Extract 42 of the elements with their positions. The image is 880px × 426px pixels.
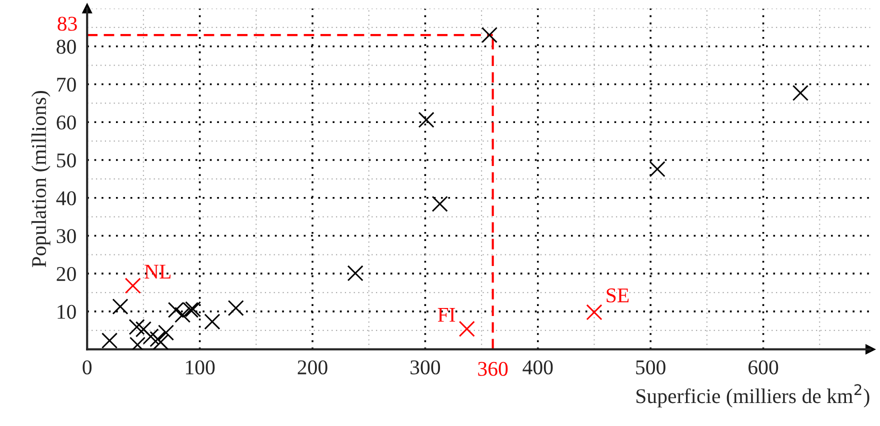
point: [158, 324, 174, 341]
y-tick-label: 70: [57, 78, 76, 92]
point: [204, 314, 220, 330]
point: [418, 112, 434, 128]
x-tick-label: 100: [186, 360, 215, 374]
point: [101, 332, 118, 349]
x-axis-title: Superficie (milliers de km$^{2}$): [636, 384, 870, 408]
x-tick-label: 300: [410, 360, 440, 374]
annotation: NL: [144, 264, 171, 278]
x-tick-label: 200: [298, 360, 328, 374]
y-tick-label: 40: [56, 191, 76, 206]
point: [150, 331, 166, 348]
annotation: SE: [606, 288, 629, 302]
x-tick-label: 500: [636, 360, 666, 374]
point: [649, 161, 666, 178]
point: [347, 265, 364, 282]
point: [112, 298, 128, 315]
point: [792, 84, 808, 102]
x-tick-label: 600: [748, 360, 778, 374]
point: [174, 306, 191, 323]
point: [128, 318, 145, 336]
y-tick-label: 30: [56, 229, 76, 244]
point: [124, 278, 141, 294]
point: [432, 196, 448, 212]
point: [458, 320, 475, 337]
y-tick-label: 80: [56, 40, 76, 54]
annotation: FI: [438, 308, 456, 322]
y-tick-label: 20: [56, 266, 76, 282]
x-tick-label: 0: [82, 360, 92, 374]
x-tick-label: 400: [522, 360, 553, 374]
y-tick-label: 50: [57, 153, 76, 168]
y-tick-label: 60: [56, 115, 76, 130]
point: [586, 304, 602, 320]
point: [481, 26, 498, 44]
point: [228, 300, 244, 316]
ref-line-label: 83: [58, 16, 77, 31]
ref-line-label: 360: [478, 362, 508, 376]
y-tick-label: 10: [58, 304, 76, 319]
point: [142, 328, 159, 344]
point: [135, 321, 152, 338]
point: [152, 334, 169, 350]
y-axis-title: Population (millions): [31, 91, 50, 268]
